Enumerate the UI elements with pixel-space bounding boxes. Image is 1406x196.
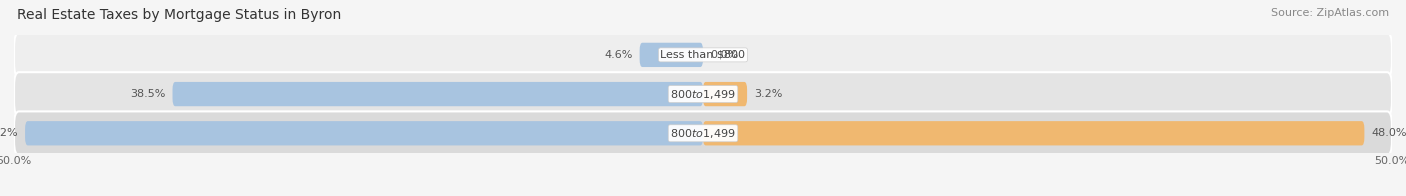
FancyBboxPatch shape <box>14 33 1392 77</box>
FancyBboxPatch shape <box>703 82 747 106</box>
Text: 4.6%: 4.6% <box>605 50 633 60</box>
Text: 38.5%: 38.5% <box>131 89 166 99</box>
FancyBboxPatch shape <box>14 111 1392 155</box>
Text: Real Estate Taxes by Mortgage Status in Byron: Real Estate Taxes by Mortgage Status in … <box>17 8 342 22</box>
FancyBboxPatch shape <box>703 121 1364 145</box>
Text: 0.0%: 0.0% <box>710 50 738 60</box>
FancyBboxPatch shape <box>640 43 703 67</box>
Text: Less than $800: Less than $800 <box>661 50 745 60</box>
Text: 48.0%: 48.0% <box>1371 128 1406 138</box>
Text: Source: ZipAtlas.com: Source: ZipAtlas.com <box>1271 8 1389 18</box>
Text: 3.2%: 3.2% <box>754 89 782 99</box>
FancyBboxPatch shape <box>25 121 703 145</box>
Text: $800 to $1,499: $800 to $1,499 <box>671 127 735 140</box>
FancyBboxPatch shape <box>14 72 1392 116</box>
FancyBboxPatch shape <box>173 82 703 106</box>
Text: $800 to $1,499: $800 to $1,499 <box>671 88 735 101</box>
Text: 49.2%: 49.2% <box>0 128 18 138</box>
